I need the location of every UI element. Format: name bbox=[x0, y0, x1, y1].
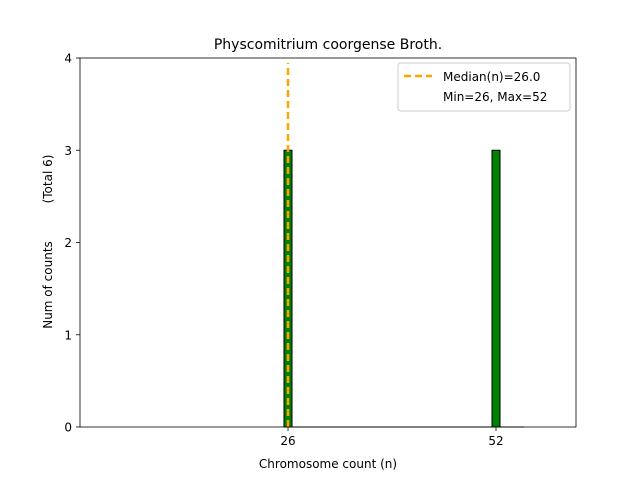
y-tick-label: 3 bbox=[64, 144, 72, 158]
x-axis-ticks: 26 52 bbox=[280, 427, 504, 448]
chart-title: Physcomitrium coorgense Broth. bbox=[214, 37, 442, 53]
y-tick-label: 1 bbox=[64, 328, 72, 342]
y-axis-ticks: 0 1 2 3 4 bbox=[64, 52, 80, 435]
y-tick-label: 0 bbox=[64, 421, 72, 435]
y-axis-total-label: (Total 6) bbox=[41, 155, 55, 204]
x-tick-label: 26 bbox=[280, 434, 295, 448]
legend-median-label: Median(n)=26.0 bbox=[443, 70, 540, 84]
plot-frame bbox=[79, 57, 577, 428]
y-axis-label: Num of counts bbox=[41, 241, 55, 329]
x-axis-label: Chromosome count (n) bbox=[259, 457, 397, 471]
y-tick-label: 4 bbox=[64, 52, 72, 66]
y-tick-label: 2 bbox=[64, 236, 72, 250]
x-tick-label: 52 bbox=[488, 434, 503, 448]
legend-range-label: Min=26, Max=52 bbox=[443, 90, 547, 104]
legend-box bbox=[397, 62, 571, 112]
bars-group bbox=[283, 149, 524, 428]
legend: Median(n)=26.0 Min=26, Max=52 bbox=[397, 62, 571, 112]
bar bbox=[491, 149, 501, 428]
